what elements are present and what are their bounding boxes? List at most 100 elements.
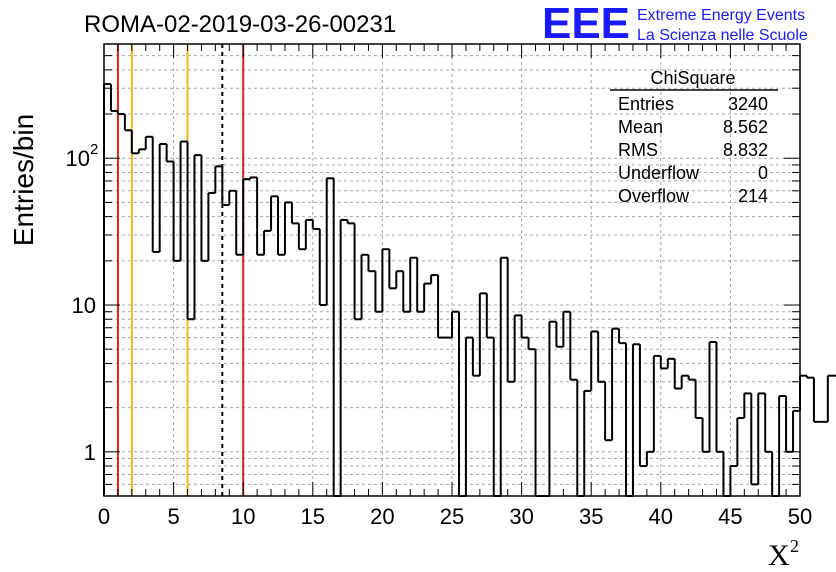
stats-underflow-label: Underflow (618, 163, 700, 183)
stats-rms-label: RMS (618, 140, 658, 160)
y-tick-label-exponent: 2 (90, 141, 98, 158)
histogram-bin (270, 195, 278, 231)
histogram-bin (597, 331, 606, 383)
histogram-bin (555, 321, 564, 348)
x-tick-label: 50 (788, 504, 812, 529)
histogram-bin (638, 344, 647, 468)
histogram-bin (499, 256, 508, 496)
histogram-bin (283, 201, 292, 255)
histogram-bin (485, 293, 494, 339)
histogram-bin (694, 379, 703, 419)
histogram-bin (360, 253, 369, 320)
histogram-bin (631, 343, 640, 496)
histogram-bin (527, 337, 536, 351)
histogram-bin (451, 310, 459, 338)
histogram-bin (249, 176, 258, 180)
histogram-bin (144, 135, 153, 150)
histogram-bin (611, 327, 620, 441)
histogram-bin (569, 311, 578, 381)
histogram-bin (242, 178, 251, 255)
histogram-bin (353, 223, 362, 321)
histogram-bin (792, 409, 800, 452)
histogram-bin (311, 219, 320, 230)
histogram-bin (151, 136, 160, 253)
histogram-bin (534, 349, 543, 497)
histogram-bin (214, 165, 223, 193)
histogram-bin (103, 83, 111, 496)
histogram-bin (471, 337, 480, 377)
stats-rms-value: 8.832 (723, 140, 768, 160)
stats-mean-value: 8.562 (723, 117, 768, 137)
histogram-bin (367, 254, 376, 273)
histogram-bin (645, 450, 654, 467)
histogram-bin (708, 340, 717, 452)
histogram-bin (437, 275, 446, 339)
histogram-bin (137, 148, 146, 154)
histogram-bin (228, 189, 237, 206)
histogram-bin (750, 393, 759, 486)
stats-overflow-label: Overflow (618, 186, 690, 206)
histogram-bin (743, 392, 752, 418)
x-axis-label-superscript: 2 (790, 536, 799, 556)
stats-mean-label: Mean (618, 117, 663, 137)
histogram-bin (604, 381, 613, 442)
histogram-bin (576, 379, 585, 497)
histogram-bin (785, 395, 794, 453)
x-axis-label-main: X (768, 539, 790, 572)
histogram-bin (402, 271, 411, 313)
histogram-bin (116, 110, 125, 116)
histogram-bin (680, 374, 689, 389)
histogram-bin (263, 229, 272, 255)
x-tick-label: 5 (167, 504, 179, 529)
histogram-bin (207, 191, 216, 261)
x-tick-label: 15 (301, 504, 325, 529)
eee-logo: EEE Extreme Energy Events La Scienza nel… (542, 0, 808, 48)
histogram-bin (812, 377, 821, 423)
grid-layer (104, 43, 800, 497)
chart-title: ROMA-02-2019-03-26-00231 (84, 11, 396, 38)
x-axis-label: X 2 (768, 536, 799, 572)
histogram-bin (318, 228, 327, 307)
histogram-bin (172, 161, 181, 262)
histogram-bin (562, 310, 571, 347)
histogram-bin (193, 154, 202, 320)
stats-box: ChiSquare Entries 3240 Mean 8.562 RMS 8.… (610, 68, 778, 206)
stats-entries-value: 3240 (728, 94, 768, 114)
histogram-bin (395, 270, 404, 289)
histogram-bin (478, 292, 487, 376)
histogram-bin (715, 341, 724, 453)
histogram-bin (130, 130, 139, 155)
histogram-bin (618, 328, 626, 345)
x-tick-label: 35 (579, 504, 603, 529)
histogram-bin (687, 375, 696, 381)
histogram-bin (200, 155, 209, 262)
histogram-bin (179, 140, 188, 261)
logo-line-2: La Scienza nelle Scuole (637, 27, 808, 44)
histogram-bin (805, 375, 814, 379)
histogram-bin (297, 223, 306, 251)
histogram-bin (165, 144, 174, 163)
histogram-bin (235, 190, 244, 256)
histogram-bin (520, 315, 529, 339)
histogram-bin (590, 330, 599, 391)
x-tick-label: 25 (440, 504, 464, 529)
x-tick-label: 40 (649, 504, 673, 529)
histogram-bin (186, 141, 195, 321)
histogram-bin (778, 394, 787, 496)
histogram-bin (416, 257, 425, 313)
stats-overflow-value: 214 (738, 186, 768, 206)
histogram-bin (701, 417, 710, 453)
histogram-bin (381, 248, 390, 312)
histogram-bin (388, 249, 397, 290)
histogram-bin (492, 337, 501, 497)
stats-underflow-value: 0 (758, 163, 768, 183)
histogram-bin (158, 143, 167, 252)
histogram-bin (221, 166, 230, 207)
histogram-bin (659, 355, 668, 370)
histogram-bin (673, 358, 682, 390)
histogram-bin (583, 389, 592, 496)
histogram-bin (799, 374, 807, 411)
